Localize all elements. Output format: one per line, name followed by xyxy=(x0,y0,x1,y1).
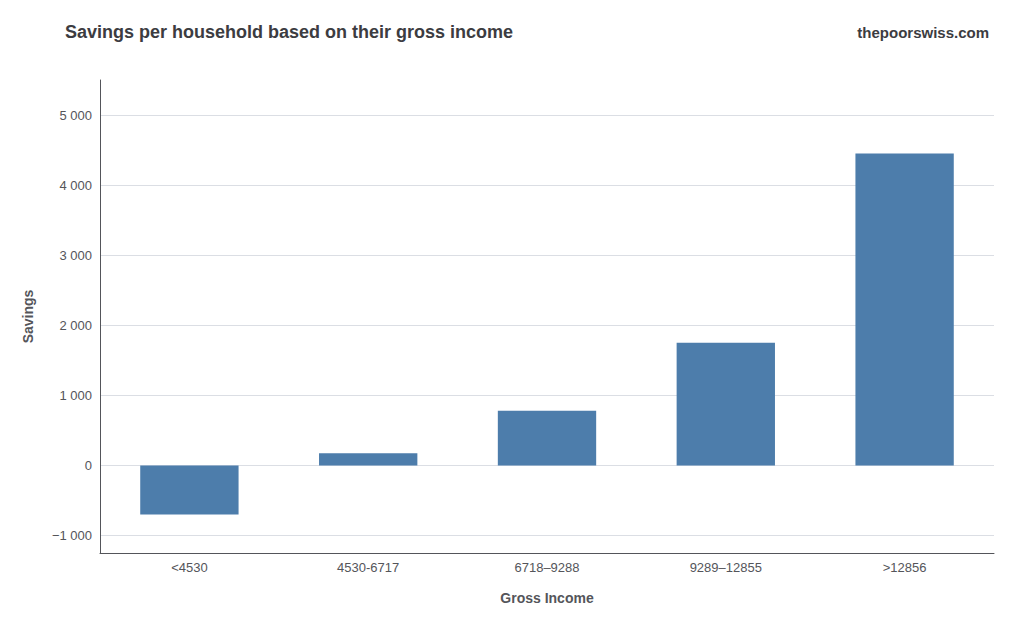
svg-text:<4530: <4530 xyxy=(171,560,208,575)
svg-text:1 000: 1 000 xyxy=(59,388,92,403)
svg-text:−1 000: −1 000 xyxy=(52,528,92,543)
svg-text:5 000: 5 000 xyxy=(59,108,92,123)
svg-text:9289–12855: 9289–12855 xyxy=(690,560,762,575)
svg-text:3 000: 3 000 xyxy=(59,248,92,263)
svg-text:2 000: 2 000 xyxy=(59,318,92,333)
svg-text:4 000: 4 000 xyxy=(59,178,92,193)
svg-text:thepoorswiss.com: thepoorswiss.com xyxy=(857,24,989,41)
svg-text:0: 0 xyxy=(85,458,92,473)
svg-text:Savings per household based on: Savings per household based on their gro… xyxy=(65,22,513,42)
svg-text:Savings: Savings xyxy=(20,289,36,343)
svg-text:>12856: >12856 xyxy=(883,560,927,575)
svg-text:Gross Income: Gross Income xyxy=(500,590,594,606)
svg-text:6718–9288: 6718–9288 xyxy=(514,560,579,575)
svg-text:4530-6717: 4530-6717 xyxy=(337,560,399,575)
